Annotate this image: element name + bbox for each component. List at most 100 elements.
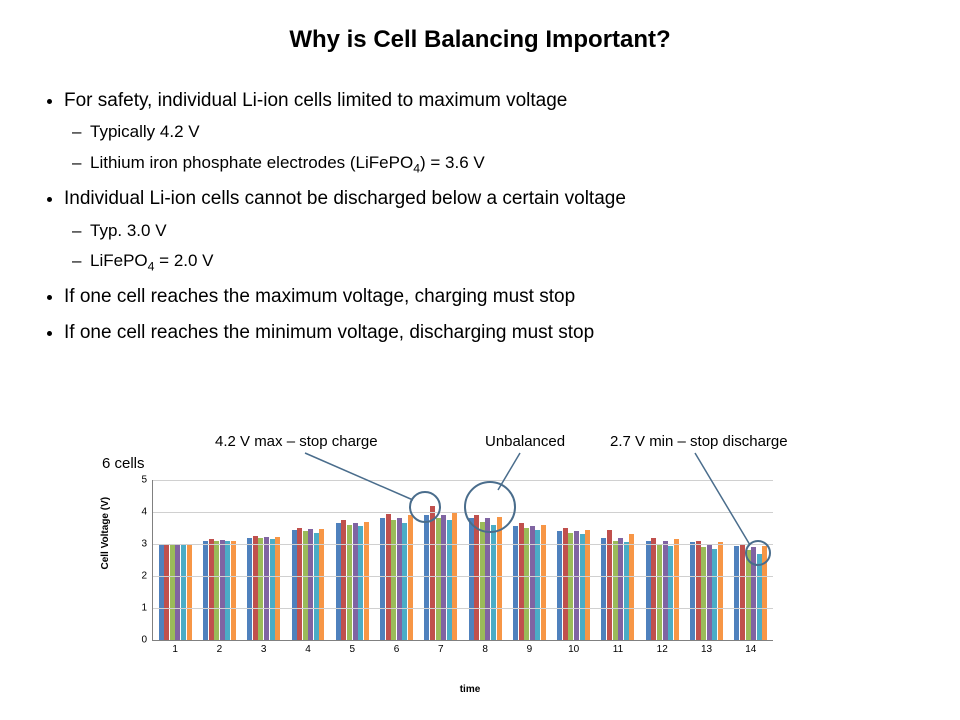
bar (447, 520, 452, 640)
page-title: Why is Cell Balancing Important? (0, 26, 960, 54)
bar (701, 547, 706, 640)
y-tick-label: 5 (141, 475, 153, 486)
bar (408, 515, 413, 640)
bar (441, 515, 446, 640)
bar (651, 538, 656, 640)
bar (159, 544, 164, 640)
bar-group: 2 (197, 480, 241, 640)
cells-count-label: 6 cells (102, 455, 145, 472)
bar (436, 518, 441, 640)
bar (663, 541, 668, 640)
bar (258, 538, 263, 640)
bar (568, 533, 573, 640)
x-tick-label: 6 (394, 640, 400, 655)
bar (557, 531, 562, 640)
bar (164, 544, 169, 640)
bar (225, 541, 230, 640)
bar-group: 9 (507, 480, 551, 640)
bar (203, 541, 208, 640)
x-tick-label: 5 (349, 640, 355, 655)
slide: Why is Cell Balancing Important? For saf… (0, 0, 960, 720)
bar (253, 536, 258, 640)
x-tick-label: 4 (305, 640, 311, 655)
bar (187, 544, 192, 640)
sub-bullet-list: Typically 4.2 V Lithium iron phosphate el… (64, 119, 918, 178)
bar (757, 554, 762, 640)
bar (275, 537, 280, 640)
bar (308, 529, 313, 640)
bar-group: 5 (330, 480, 374, 640)
y-tick-label: 3 (141, 539, 153, 550)
bar (314, 533, 319, 640)
gridline (153, 512, 773, 513)
sub-bullet-item: Lithium iron phosphate electrodes (LiFeP… (90, 150, 918, 178)
bar (707, 544, 712, 640)
bar (391, 520, 396, 640)
bar (746, 550, 751, 640)
bar (718, 542, 723, 640)
x-tick-label: 3 (261, 640, 267, 655)
bar (430, 506, 435, 640)
bar (402, 523, 407, 640)
sub-bullet-item: Typ. 3.0 V (90, 218, 918, 244)
bar (474, 515, 479, 640)
bar (397, 518, 402, 640)
bar (674, 539, 679, 640)
annotation-unbalanced: Unbalanced (485, 433, 565, 450)
bar (607, 530, 612, 640)
bar-group: 8 (463, 480, 507, 640)
chart-plot-area: 1234567891011121314 012345 (152, 480, 773, 641)
bar (519, 523, 524, 640)
bar (601, 538, 606, 640)
bar (270, 539, 275, 640)
bar (712, 549, 717, 640)
bar (347, 525, 352, 640)
bar (740, 544, 745, 640)
bar (485, 518, 490, 640)
bar (690, 542, 695, 640)
bar (380, 518, 385, 640)
sub-bullet-item: Typically 4.2 V (90, 119, 918, 145)
bullet-list: For safety, individual Li-ion cells limi… (38, 86, 918, 347)
bar (231, 541, 236, 640)
bar (696, 541, 701, 640)
bar (336, 523, 341, 640)
bar (181, 544, 186, 640)
bullet-item: If one cell reaches the minimum voltage,… (64, 318, 918, 347)
bar (424, 515, 429, 640)
bar (668, 546, 673, 640)
gridline (153, 608, 773, 609)
x-tick-label: 14 (745, 640, 756, 655)
bar-group: 14 (729, 480, 773, 640)
annotation-max: 4.2 V max – stop charge (215, 433, 378, 450)
bullet-item: For safety, individual Li-ion cells limi… (64, 86, 918, 178)
bar (319, 529, 324, 640)
bar (247, 538, 252, 640)
bar (646, 541, 651, 640)
bar-group: 6 (374, 480, 418, 640)
x-tick-label: 2 (217, 640, 223, 655)
bar (341, 520, 346, 640)
x-tick-label: 12 (657, 640, 668, 655)
bar-group: 7 (419, 480, 463, 640)
bar (220, 540, 225, 640)
bar (469, 518, 474, 640)
sub-bullet-item: LiFePO4 = 2.0 V (90, 248, 918, 276)
bar (580, 534, 585, 640)
bar (264, 537, 269, 640)
bar (292, 530, 297, 640)
x-tick-label: 10 (568, 640, 579, 655)
gridline (153, 544, 773, 545)
bar-group: 3 (242, 480, 286, 640)
bar (657, 544, 662, 640)
bar-group: 13 (684, 480, 728, 640)
bar-group: 12 (640, 480, 684, 640)
x-tick-label: 1 (172, 640, 178, 655)
bar (541, 525, 546, 640)
y-tick-label: 4 (141, 507, 153, 518)
bar (214, 541, 219, 640)
x-tick-label: 8 (482, 640, 488, 655)
x-axis-label: time (90, 684, 850, 695)
bar (734, 546, 739, 640)
annotation-min: 2.7 V min – stop discharge (610, 433, 788, 450)
